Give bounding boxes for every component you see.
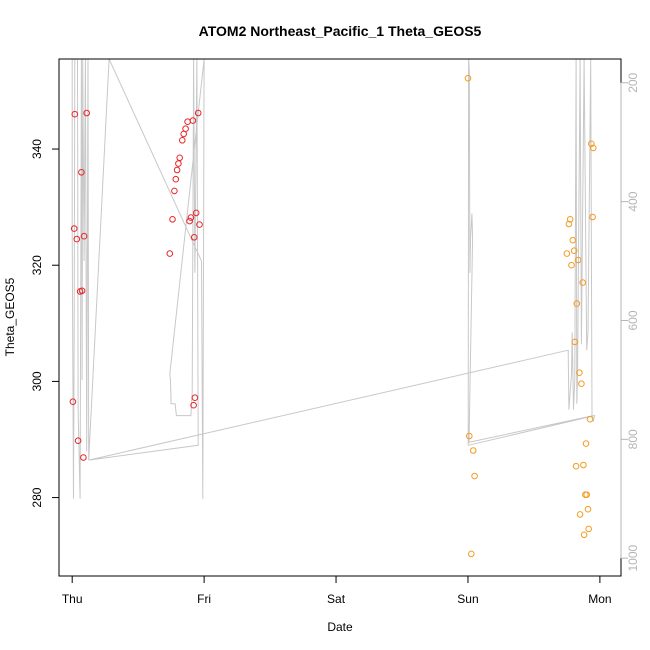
data-point — [568, 261, 575, 269]
data-point — [588, 140, 595, 148]
data-point — [464, 74, 472, 82]
data-point — [590, 144, 597, 152]
data-point — [563, 250, 571, 257]
data-point — [586, 415, 594, 423]
y-tick-label: 300 — [30, 371, 44, 391]
points-layer — [69, 74, 597, 558]
data-point — [187, 214, 195, 221]
x-tick-label: Thu — [62, 592, 83, 606]
data-point — [194, 109, 202, 117]
data-point — [74, 437, 82, 445]
data-point — [589, 213, 596, 221]
data-point — [580, 461, 587, 469]
data-point — [468, 550, 475, 558]
data-point — [80, 232, 88, 240]
data-point — [190, 401, 197, 409]
data-point — [173, 166, 181, 174]
profile-line-layer — [71, 58, 596, 499]
data-point — [571, 338, 579, 346]
data-point — [190, 234, 198, 241]
y2-tick-label: 800 — [626, 429, 640, 449]
plot-frame — [58, 58, 622, 577]
x-tick-label: Sat — [327, 592, 346, 606]
data-point — [196, 221, 203, 228]
x-axis: Thu Fri Sat Sun Mon — [62, 575, 612, 606]
data-point — [70, 225, 78, 232]
data-point — [469, 447, 477, 454]
data-point — [573, 300, 581, 307]
profile-line — [71, 58, 596, 499]
data-point — [176, 154, 183, 162]
y2-tick-label: 200 — [626, 72, 640, 92]
data-point — [191, 394, 199, 402]
y-axis-label: Theta_GEOS5 — [3, 277, 17, 356]
data-point — [570, 247, 578, 254]
data-point — [182, 125, 189, 132]
data-point — [566, 216, 574, 223]
data-point — [471, 472, 478, 480]
data-point — [565, 220, 573, 228]
data-point — [579, 279, 587, 286]
x-tick-label: Sun — [457, 592, 478, 606]
data-point — [166, 250, 174, 257]
data-point — [580, 531, 588, 539]
data-point — [71, 110, 79, 118]
data-point — [172, 175, 180, 183]
y2-tick-label: 1000 — [626, 545, 640, 572]
x-tick-label: Fri — [197, 592, 211, 606]
y-tick-label: 280 — [30, 487, 44, 507]
data-point — [179, 137, 186, 144]
y-tick-label: 340 — [30, 139, 44, 159]
data-point — [578, 380, 585, 388]
data-point — [583, 491, 591, 499]
data-point — [189, 117, 197, 124]
data-point — [569, 236, 577, 244]
data-point — [585, 525, 593, 533]
data-point — [584, 505, 592, 513]
y2-axis-right: 200 400 600 800 1000 — [620, 72, 640, 572]
data-point — [83, 109, 90, 117]
data-point — [572, 462, 580, 470]
data-point — [192, 209, 200, 217]
y2-tick-label: 600 — [626, 310, 640, 330]
data-point — [169, 216, 176, 223]
data-point — [78, 287, 86, 295]
data-point — [171, 187, 178, 195]
x-tick-label: Mon — [588, 592, 611, 606]
y-axis: 280 300 320 340 — [30, 139, 60, 508]
data-point — [78, 169, 85, 176]
data-point — [69, 398, 77, 406]
data-point — [582, 440, 590, 447]
data-point — [73, 235, 81, 243]
data-point — [186, 217, 193, 225]
data-point — [576, 369, 583, 377]
y2-tick-label: 400 — [626, 191, 640, 211]
data-point — [466, 432, 473, 440]
x-axis-label: Date — [327, 620, 353, 634]
data-point — [184, 118, 191, 125]
data-point — [80, 454, 87, 461]
data-point — [576, 511, 584, 518]
chart-title: ATOM2 Northeast_Pacific_1 Theta_GEOS5 — [199, 23, 482, 39]
data-point — [175, 160, 182, 167]
y-tick-label: 320 — [30, 255, 44, 275]
data-point — [574, 256, 582, 264]
